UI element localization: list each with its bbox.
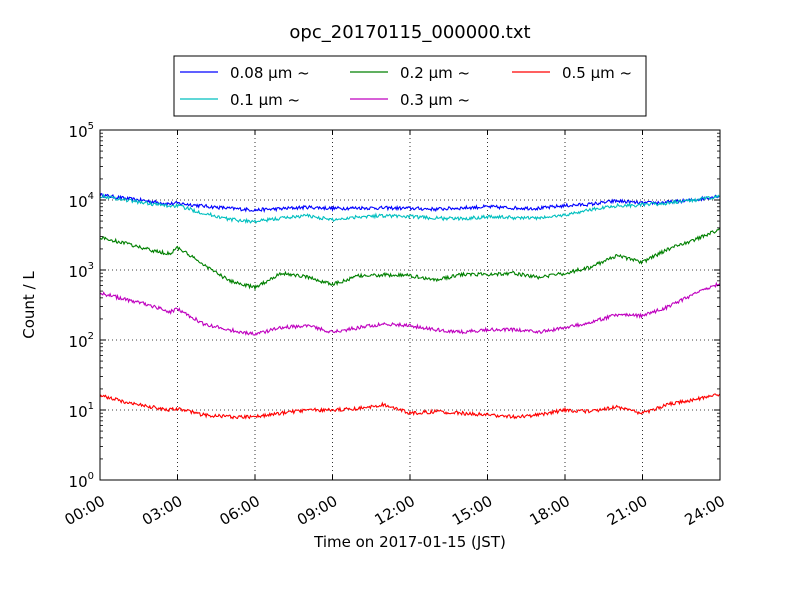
x-tick-labels: 00:00 03:00 06:00 09:00 12:00 15:00 18:00 21:00… [62,492,728,529]
y-tick-labels: 100 101 102 103 104 105 [69,121,94,491]
legend-label: 0.08 μm ~ [230,64,310,82]
x-tick-label: 00:00 [62,492,108,529]
y-tick-label: 100 [69,471,94,491]
x-tick-label: 09:00 [294,492,340,529]
legend: 0.08 μm ~ 0.1 μm ~ 0.2 μm ~ 0.3 μm ~ 0.5 μm … [173,55,647,117]
y-tick-label: 102 [69,331,94,351]
x-tick-label: 15:00 [449,492,495,529]
legend-entries: 0.08 μm ~ 0.1 μm ~ 0.2 μm ~ 0.3 μm ~ 0.5 μm … [180,64,632,109]
x-tick-label: 24:00 [682,492,728,529]
y-tick-label: 104 [69,191,94,211]
legend-label: 0.5 μm ~ [562,64,632,82]
series-layer [99,193,721,420]
legend-label: 0.2 μm ~ [400,64,470,82]
legend-box [173,55,647,117]
y-axis-title: Count / L [20,271,38,339]
legend-label: 0.1 μm ~ [230,91,300,109]
x-tick-label: 06:00 [217,492,263,529]
ticks [99,129,721,481]
x-tick-label: 12:00 [372,492,418,529]
series-line [99,227,721,292]
y-tick-label: 105 [69,121,94,141]
legend-label: 0.3 μm ~ [400,91,470,109]
series-line [99,281,721,336]
x-axis-title: Time on 2017-01-15 (JST) [313,533,506,551]
y-tick-label: 101 [69,401,94,421]
series-line [99,193,721,225]
y-tick-label: 103 [69,261,94,281]
x-tick-label: 03:00 [139,492,185,529]
series-line [99,393,721,420]
series-line [99,193,721,214]
x-tick-label: 21:00 [604,492,650,529]
gridlines [100,130,720,480]
x-tick-label: 18:00 [527,492,573,529]
chart-title: opc_20170115_000000.txt [289,22,530,43]
